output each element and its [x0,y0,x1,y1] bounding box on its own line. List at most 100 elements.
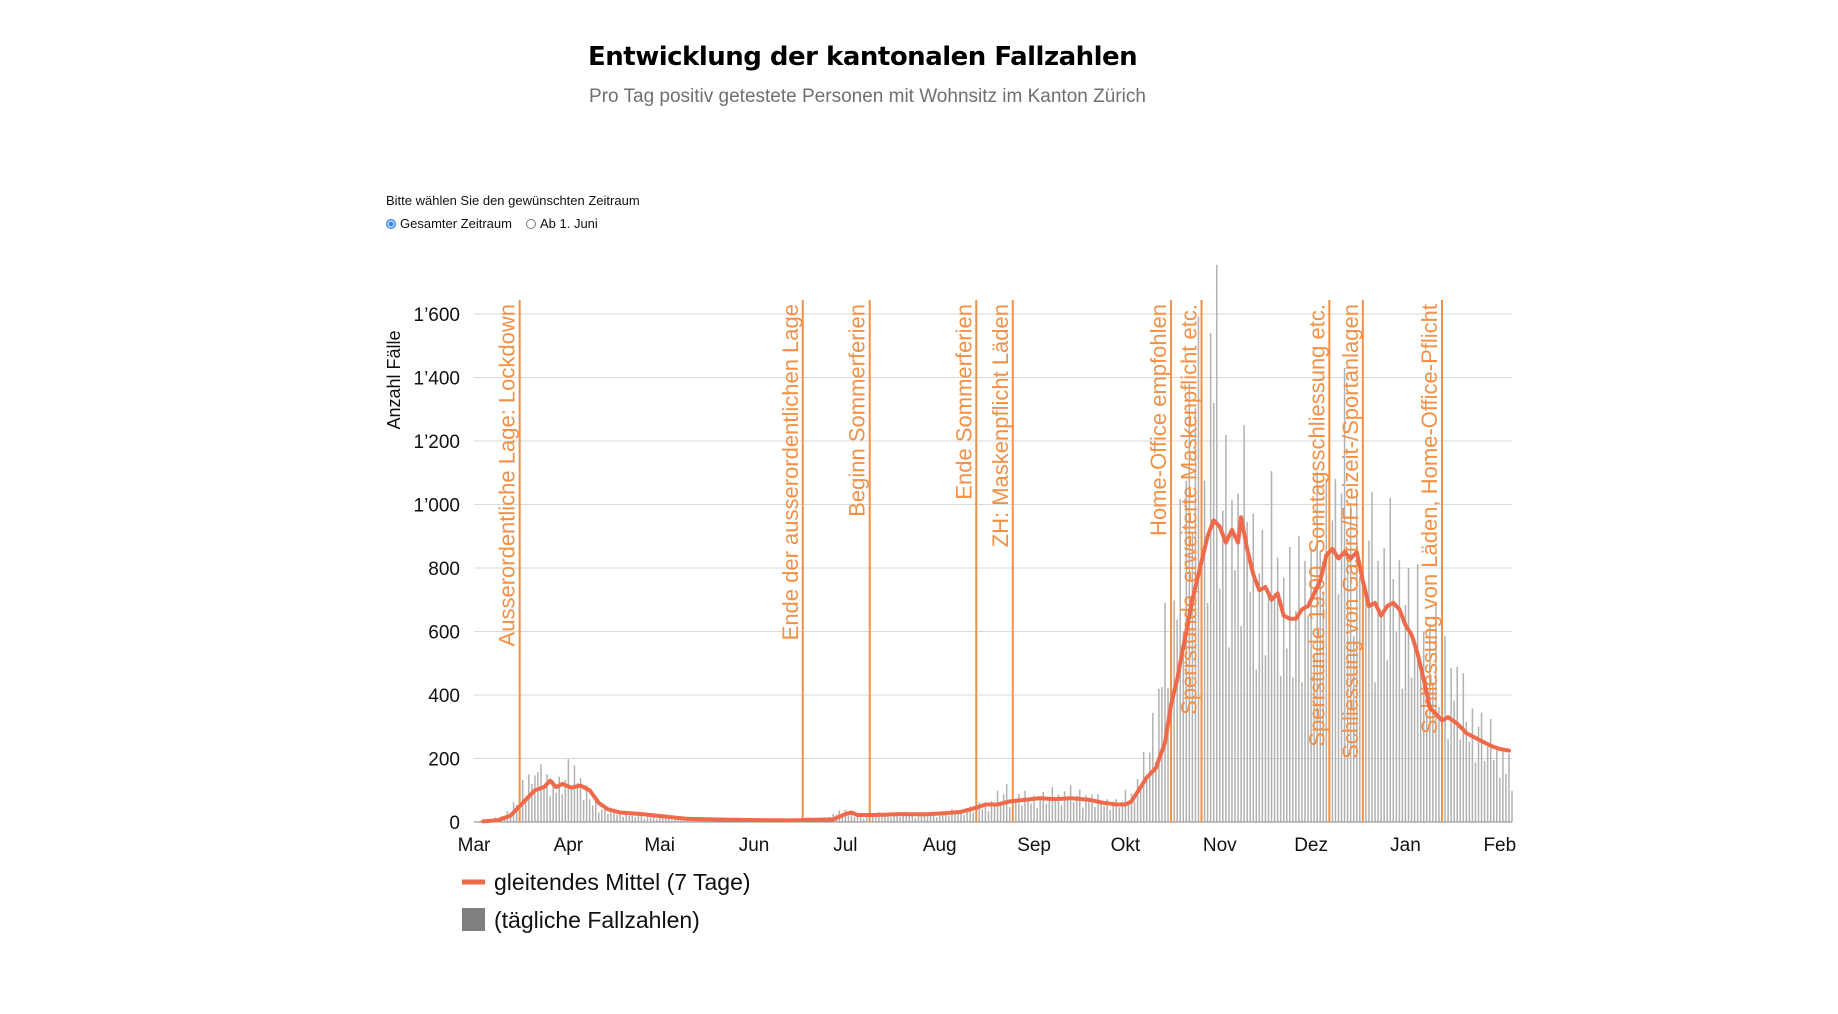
daily-case-bar [1082,807,1084,822]
daily-case-bar [1319,550,1321,822]
legend-label: gleitendes Mittel (7 Tage) [494,869,751,895]
daily-case-bar [865,814,868,822]
daily-case-bar [938,812,941,822]
daily-case-bar [1264,655,1267,822]
event-label: Schliessung von Gastro/Freizeit-/Sportan… [1338,304,1363,759]
daily-case-bar [1334,479,1337,822]
daily-case-bar [1072,801,1075,822]
daily-case-bar [1091,794,1093,822]
daily-case-bar [987,811,990,822]
daily-case-bar [622,816,624,822]
daily-case-bar [1383,548,1385,822]
x-tick-label: Okt [1111,835,1141,856]
daily-case-bar [1456,666,1458,822]
daily-case-bar [908,816,911,822]
daily-case-bar [1450,667,1452,822]
daily-case-bar [1176,619,1178,822]
daily-case-bar [1310,548,1312,822]
daily-case-bar [887,813,889,822]
y-tick-label: 1’200 [414,432,461,453]
daily-case-bar [1100,802,1102,822]
daily-case-bar [643,818,646,822]
daily-case-bar [1365,599,1367,822]
daily-case-bar [993,804,996,822]
daily-case-bar [1496,746,1498,822]
daily-case-bar [1127,800,1130,822]
daily-case-bar [576,782,579,822]
daily-case-bar [1511,790,1513,822]
daily-case-bar [1228,647,1230,822]
daily-case-bar [668,817,670,822]
x-tick-label: Nov [1203,835,1237,856]
daily-case-bar [1258,573,1261,822]
daily-case-bar [640,814,643,822]
daily-case-bar [543,785,545,822]
daily-case-bar [1447,739,1449,822]
daily-case-bar [1273,593,1276,822]
daily-case-bar [625,812,627,822]
daily-case-bar [1480,712,1483,822]
daily-case-bar [1389,497,1392,822]
daily-case-bar [1249,591,1251,822]
event-label: Ausserordentliche Lage: Lockdown [495,304,520,646]
daily-case-bar [1444,636,1446,822]
daily-case-bar [890,817,892,822]
daily-case-bar [1392,579,1395,822]
daily-case-bar [884,816,886,822]
daily-case-bar [1407,568,1410,822]
daily-case-bar [893,814,895,822]
daily-case-bar [540,764,542,822]
daily-case-bar [1352,636,1355,822]
daily-case-bar [1474,762,1477,822]
daily-case-bar [984,804,987,822]
daily-case-bar [1465,721,1468,822]
daily-case-bar [652,815,655,822]
y-tick-label: 200 [428,750,460,771]
radio-unchecked-icon[interactable] [525,218,536,229]
daily-case-bar [853,816,856,822]
daily-case-bar [1301,682,1303,822]
daily-case-bar [1212,402,1215,822]
daily-case-bar [1045,803,1048,822]
daily-case-bar [966,809,968,822]
event-label: Ende Sommerferien [951,304,976,500]
daily-case-bar [1191,533,1194,822]
daily-case-bar [1429,624,1431,822]
daily-case-bar [969,806,971,822]
radio-ab-1-juni[interactable]: Ab 1. Juni [525,216,598,231]
daily-case-bar [1018,794,1020,822]
daily-case-bar [1380,615,1382,822]
radio-checked-icon[interactable] [386,218,396,229]
daily-case-bar [689,820,691,822]
x-tick-label: Apr [554,835,584,856]
daily-case-bar [1252,513,1255,822]
daily-case-bar [1112,802,1114,822]
daily-case-bar [1231,499,1233,822]
daily-case-bar [655,818,658,822]
y-tick-label: 0 [449,813,460,834]
daily-case-bar [872,813,874,822]
daily-case-bar [531,783,533,822]
daily-case-bar [1340,493,1343,822]
daily-case-bar [1508,753,1510,822]
daily-case-bar [683,819,685,822]
daily-case-bar [573,765,576,822]
daily-case-bar [546,774,548,822]
daily-case-bar [1234,570,1236,822]
daily-case-bar [1222,510,1224,822]
daily-case-bar [1404,605,1407,822]
daily-case-bar [1060,805,1063,822]
y-tick-label: 800 [428,559,460,580]
daily-case-bar [671,819,673,822]
daily-case-bar [1477,726,1480,822]
radio-gesamter-zeitraum[interactable]: Gesamter Zeitraum [386,216,512,231]
daily-case-bar [1121,801,1124,822]
period-selector: Bitte wählen Sie den gewünschten Zeitrau… [386,193,640,231]
daily-case-bar [1033,795,1035,822]
daily-case-bar [1243,425,1245,822]
daily-case-bar [899,816,901,822]
daily-case-bar [1008,807,1011,822]
daily-case-bar [1413,639,1416,822]
daily-case-bar [1048,798,1051,822]
daily-case-bar [1042,791,1044,822]
